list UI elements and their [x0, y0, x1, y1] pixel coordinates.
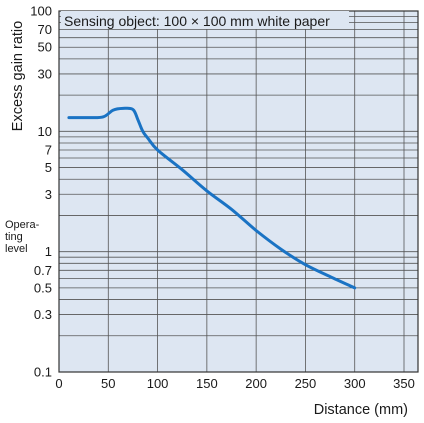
x-tick-label: 350	[393, 376, 415, 391]
y-tick-label: 0.5	[34, 280, 52, 295]
y-tick-label: 1	[45, 244, 52, 259]
x-tick-label: 50	[101, 376, 115, 391]
y-tick-label: 0.7	[34, 263, 52, 278]
y-tick-label: 30	[38, 66, 52, 81]
operating-level-label-line2: ting	[5, 231, 23, 243]
y-tick-label: 7	[45, 142, 52, 157]
y-tick-label: 3	[45, 187, 52, 202]
x-tick-label: 150	[196, 376, 218, 391]
y-tick-label: 0.1	[34, 365, 52, 380]
operating-level-label-line1: Opera-	[5, 219, 40, 231]
x-tick-label: 200	[245, 376, 267, 391]
y-tick-label: 10	[38, 124, 52, 139]
y-axis-title: Excess gain ratio	[10, 21, 26, 131]
plot-area	[59, 11, 418, 372]
x-tick-label: 250	[295, 376, 317, 391]
y-tick-labels: 100 70 50 30 10 7 5 3 1 0.7 0.5 0.3 0.1	[30, 4, 52, 380]
x-axis-title: Distance (mm)	[314, 402, 408, 418]
operating-level-label-line3: level	[5, 243, 28, 255]
x-tick-label: 0	[55, 376, 62, 391]
chart-title: Sensing object: 100 × 100 mm white paper	[64, 13, 330, 29]
y-tick-label: 0.3	[34, 307, 52, 322]
y-tick-label: 5	[45, 160, 52, 175]
y-tick-label: 70	[38, 22, 52, 37]
y-tick-label: 100	[30, 4, 52, 19]
x-tick-label: 100	[147, 376, 169, 391]
x-tick-labels: 0 50 100 150 200 250 300 350	[55, 376, 414, 391]
y-tick-label: 50	[38, 40, 52, 55]
x-tick-label: 300	[344, 376, 366, 391]
